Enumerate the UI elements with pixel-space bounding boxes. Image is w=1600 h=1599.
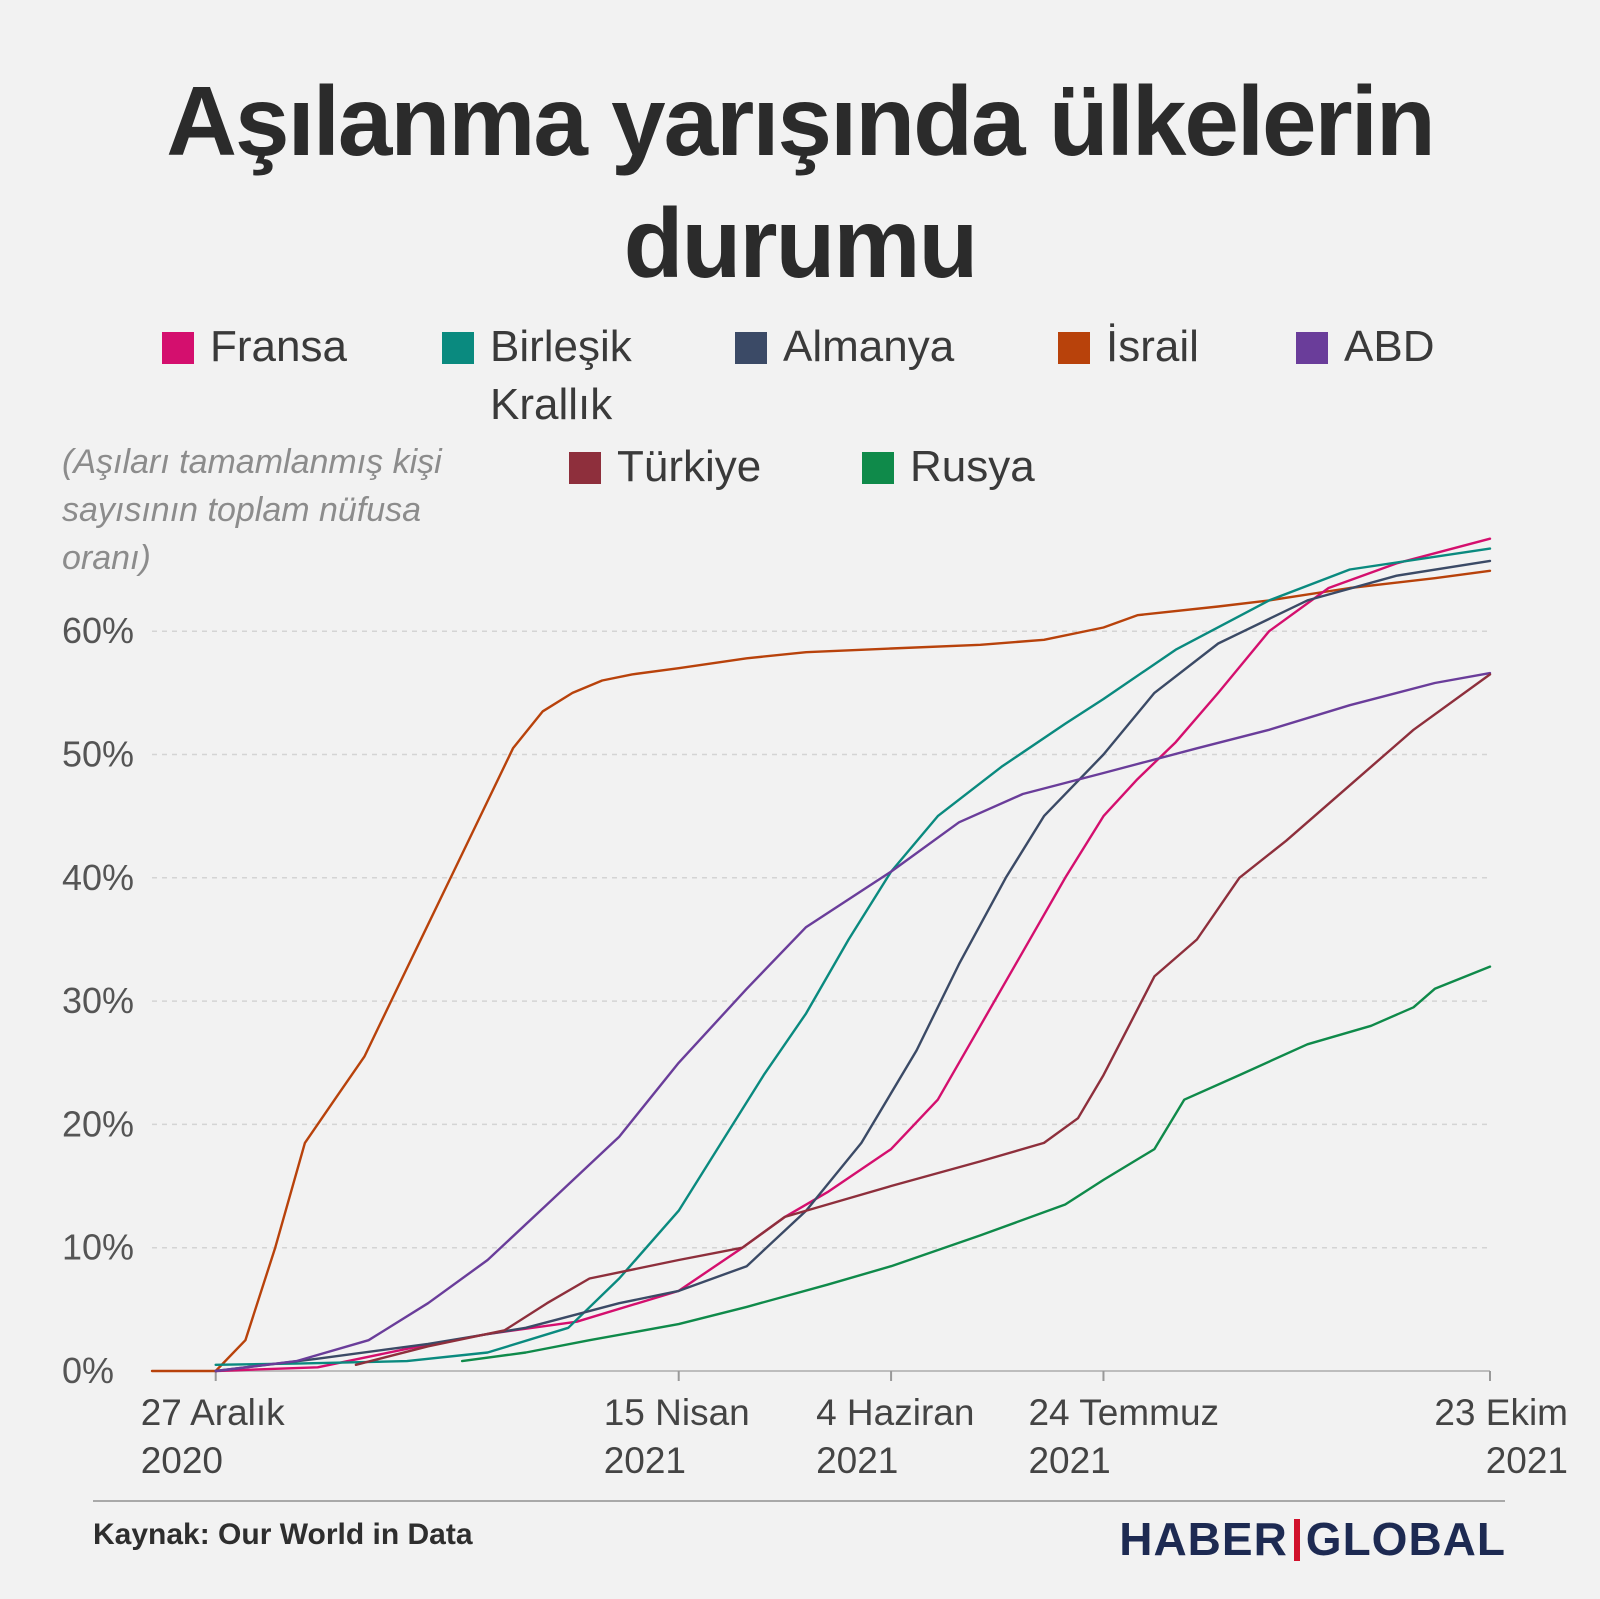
series-line-abd [214, 671, 1492, 1373]
x-tick-label: 15 Nisan [604, 1392, 750, 1433]
x-tick-year-label: 2021 [1028, 1440, 1110, 1481]
legend-swatch-birlesik-krallik [442, 332, 474, 364]
legend-label-turkiye: Türkiye [617, 442, 762, 491]
legend-label-rusya: Rusya [910, 442, 1035, 491]
series-line-almanya [214, 559, 1492, 1373]
x-tick-year-label: 2020 [141, 1440, 223, 1481]
legend-swatch-israil [1058, 332, 1090, 364]
brand-left: HABER [1119, 1513, 1288, 1565]
series-line-i̇srail [150, 569, 1492, 1373]
legend-swatch-rusya [862, 452, 894, 484]
axes: 0% 10% 20% 30% 40% 50% 60% 27 Aralık 2020 15 Nisa… [62, 610, 1568, 1481]
series-line-birleşik-krallık [214, 547, 1492, 1366]
series-lines [150, 537, 1492, 1373]
chart-title: Aşılanma yarışında ülkelerin durumu [0, 60, 1600, 304]
y-tick-label: 30% [62, 980, 134, 1021]
x-tick-label: 23 Ekim [1434, 1392, 1568, 1433]
brand-logo: HABER GLOBAL [1119, 1512, 1506, 1566]
series-line-rusya [460, 965, 1492, 1363]
legend-swatch-almanya [735, 332, 767, 364]
x-tick-label: 27 Aralık [141, 1392, 285, 1433]
legend-label-fransa: Fransa [210, 322, 347, 371]
brand-right: GLOBAL [1305, 1513, 1506, 1565]
x-tick-label: 24 Temmuz [1028, 1392, 1219, 1433]
x-tick-year-label: 2021 [1486, 1440, 1568, 1481]
source-note: Kaynak: Our World in Data [93, 1518, 473, 1551]
footer-divider [93, 1500, 1505, 1502]
y-tick-label: 60% [62, 610, 134, 651]
x-tick-label: 4 Haziran [816, 1392, 974, 1433]
grid [152, 630, 1490, 1249]
legend-label-birlesik-krallik: Birleşik Krallık [490, 322, 632, 429]
legend-swatch-fransa [162, 332, 194, 364]
series-line-fransa [214, 537, 1492, 1373]
y-tick-label: 50% [62, 734, 134, 775]
y-tick-label: 0% [62, 1350, 114, 1391]
legend-label-almanya: Almanya [783, 322, 955, 371]
y-tick-label: 20% [62, 1103, 134, 1144]
legend-label-abd: ABD [1344, 322, 1435, 371]
y-axis-note: (Aşıları tamamlanmış kişi sayısının topl… [62, 443, 442, 577]
title-line-1: Aşılanma yarışında ülkelerin [166, 66, 1436, 176]
x-tick-year-label: 2021 [816, 1440, 898, 1481]
legend-swatch-turkiye [569, 452, 601, 484]
brand-separator [1293, 1519, 1300, 1561]
series-line-türkiye [354, 673, 1492, 1366]
y-tick-label: 10% [62, 1227, 134, 1268]
y-tick-label: 40% [62, 857, 134, 898]
legend-label-israil: İsrail [1106, 322, 1199, 371]
legend-swatch-abd [1296, 332, 1328, 364]
x-tick-year-label: 2021 [604, 1440, 686, 1481]
title-line-2: durumu [623, 188, 979, 298]
